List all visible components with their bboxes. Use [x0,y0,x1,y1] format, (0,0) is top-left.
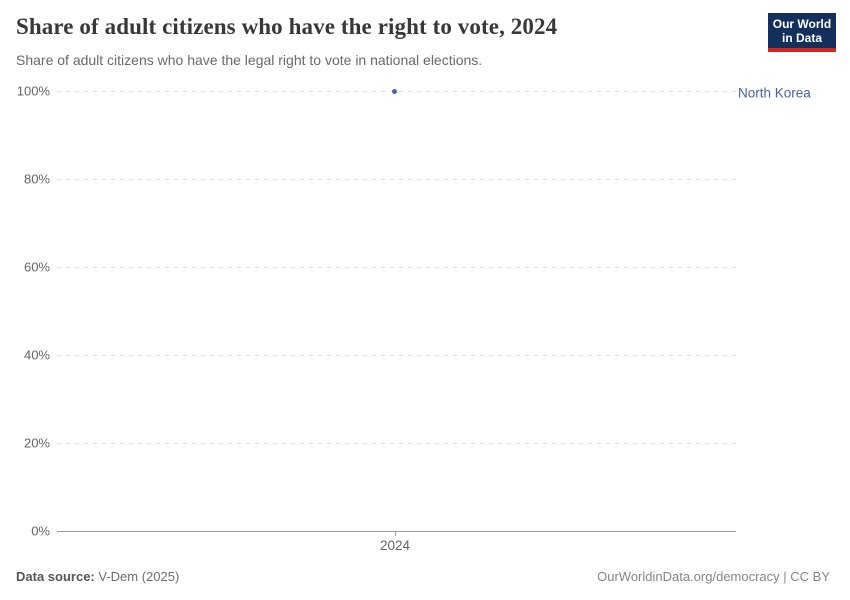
data-source-note: Data source: V-Dem (2025) [16,569,179,584]
owid-logo[interactable]: Our World in Data [768,13,836,52]
page-title: Share of adult citizens who have the rig… [16,14,558,39]
owid-logo-line2: in Data [781,31,822,45]
y-axis-tick-label: 20% [23,435,50,451]
credit-link[interactable]: OurWorldinData.org/democracy | CC BY [597,569,830,584]
y-axis-tick-label: 0% [31,523,50,539]
y-axis-tick-label: 40% [23,347,50,363]
gridline [57,355,736,356]
data-source-value: V-Dem (2025) [94,569,180,584]
y-axis-tick-label: 100% [16,83,50,99]
owid-logo-line1: Our World [772,17,832,31]
data-source-label: Data source: [16,569,95,584]
x-axis-tick-label: 2024 [379,538,411,553]
entity-label-north-korea[interactable]: North Korea [738,85,811,101]
gridline [57,179,736,180]
x-axis-line [57,531,736,532]
gridline [57,267,736,268]
gridline [57,443,736,444]
data-point-north-korea[interactable] [392,89,397,94]
chart-subtitle: Share of adult citizens who have the leg… [16,52,483,68]
y-axis-tick-label: 60% [23,259,50,275]
y-axis-tick-label: 80% [23,171,50,187]
x-axis-tick-mark [395,532,396,536]
